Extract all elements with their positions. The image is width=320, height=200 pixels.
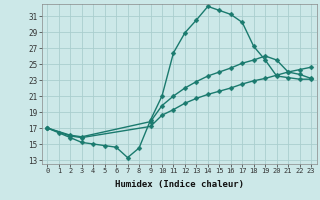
X-axis label: Humidex (Indice chaleur): Humidex (Indice chaleur) [115,180,244,189]
